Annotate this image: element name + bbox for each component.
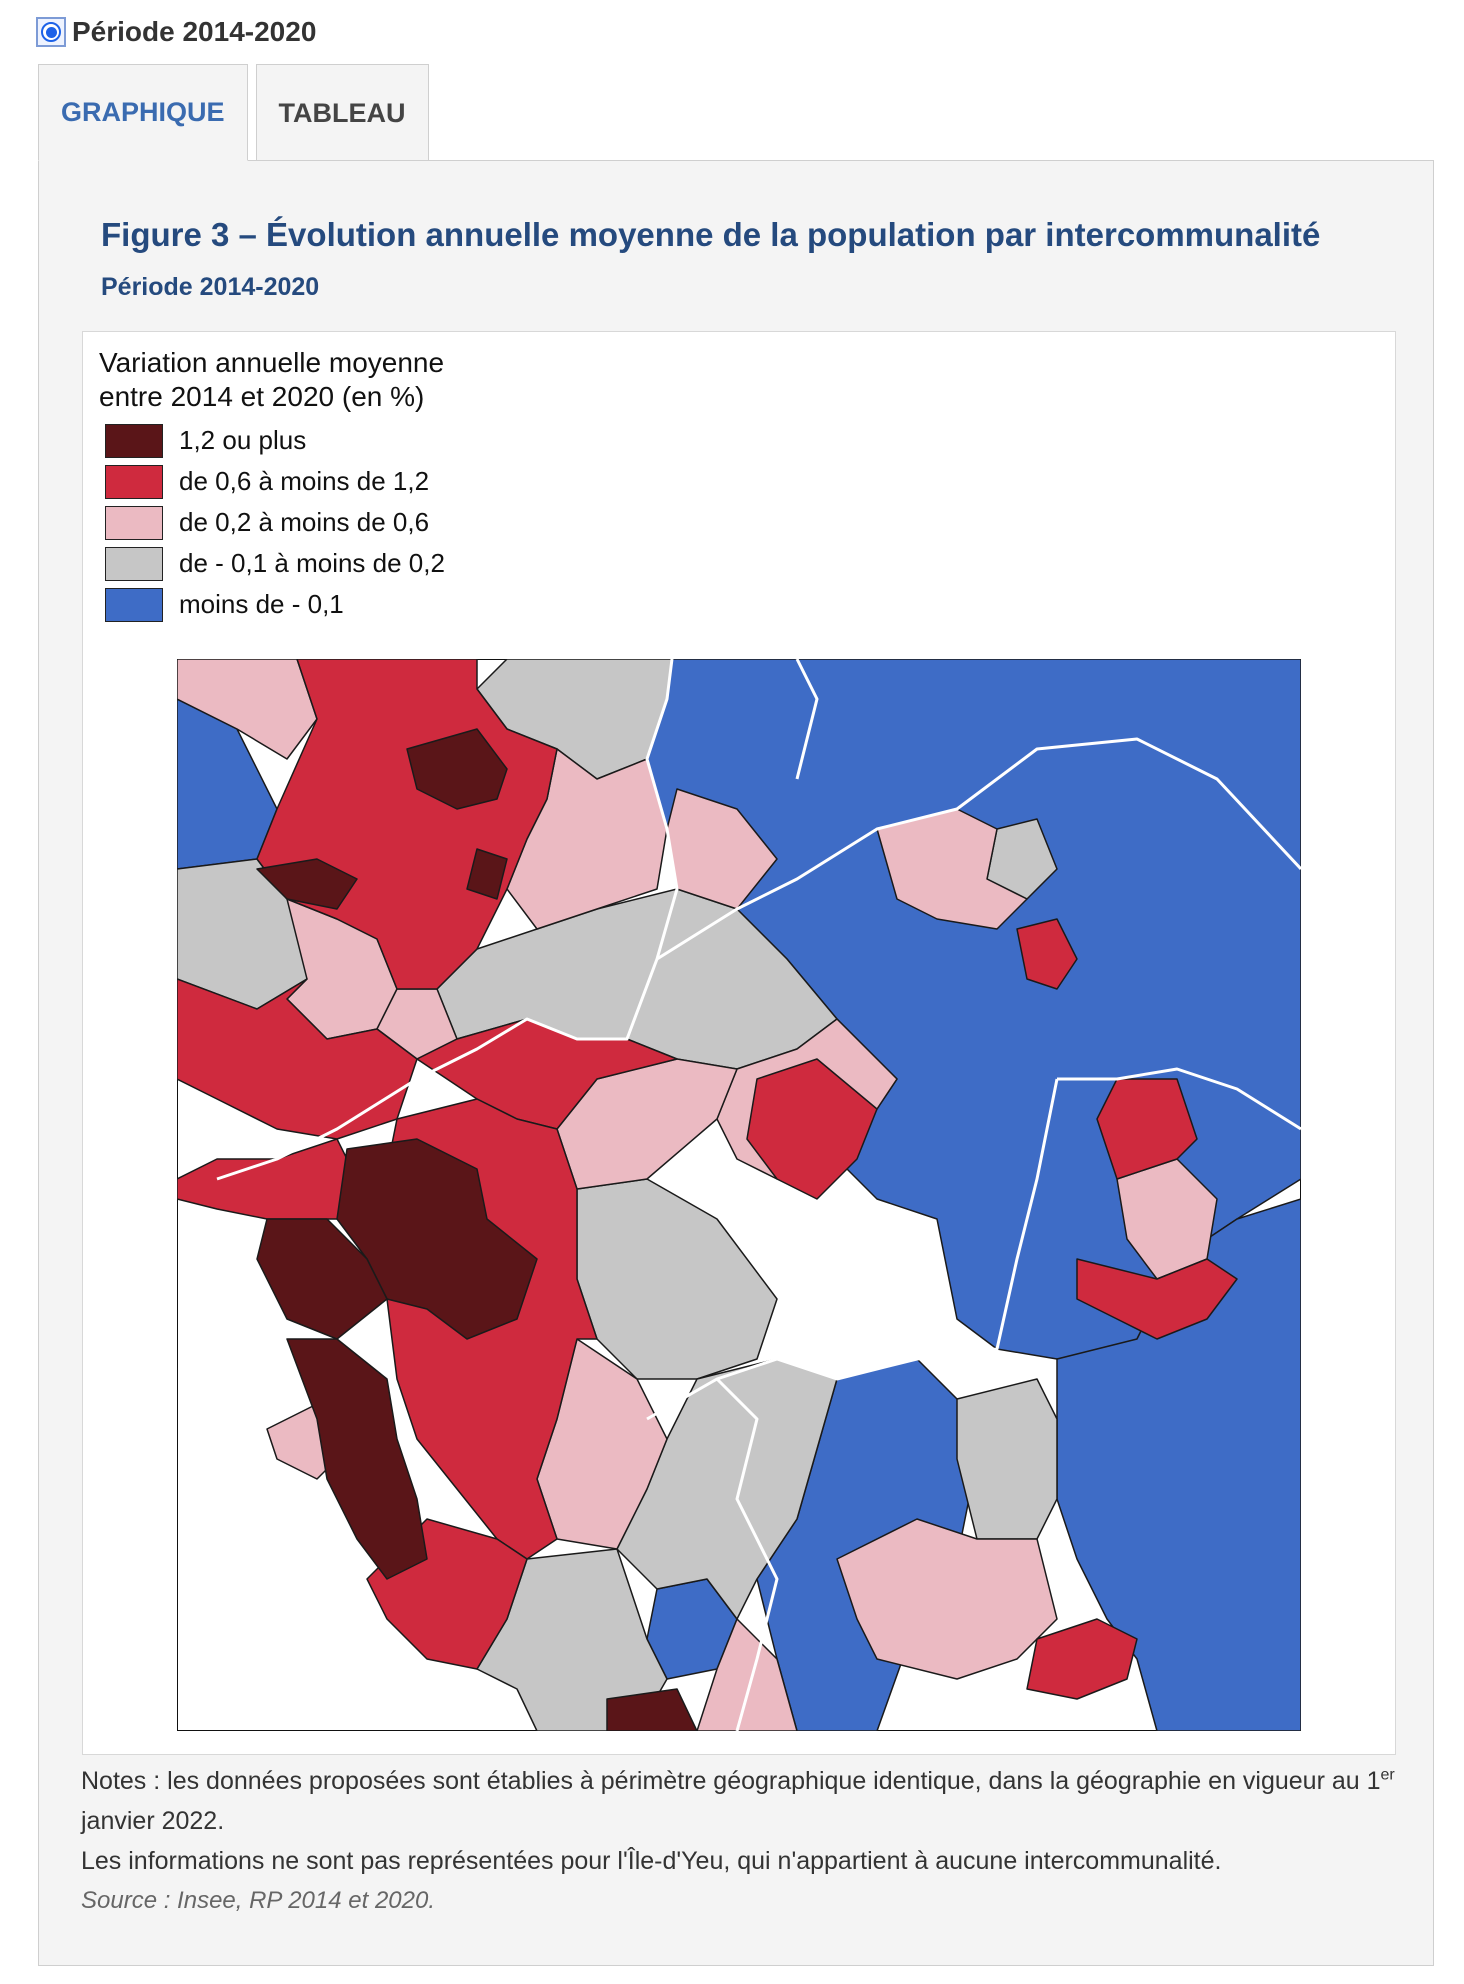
choropleth-map (177, 659, 1301, 1731)
region-maroon-north (406, 728, 508, 810)
legend-item: moins de - 0,1 (105, 584, 445, 625)
legend-label: de 0,6 à moins de 1,2 (179, 466, 430, 496)
boundary-line (216, 659, 679, 1181)
tab-panel: Figure 3 – Évolution annuelle moyenne de… (38, 160, 1434, 1966)
region-red-east (1096, 1078, 1198, 1180)
region-maroon-south (286, 1338, 428, 1580)
period-radio[interactable]: Période 2014-2020 (36, 12, 316, 52)
legend-swatch (105, 587, 163, 622)
region-pink-northwest (177, 659, 318, 760)
notes-text: Notes : les données proposées sont établ… (81, 1767, 1381, 1795)
legend-item: de 0,6 à moins de 1,2 (105, 461, 445, 502)
map-container: Variation annuelle moyenne entre 2014 et… (82, 331, 1396, 1755)
boundary-line (795, 659, 819, 780)
legend-swatch (105, 505, 163, 540)
region-red-ne (1016, 918, 1078, 990)
notes-line-2: Les informations ne sont pas représentée… (81, 1847, 1222, 1875)
figure-title: Figure 3 – Évolution annuelle moyenne de… (101, 216, 1321, 253)
period-label: Période 2014-2020 (72, 16, 317, 47)
legend-title-line-2: entre 2014 et 2020 (en %) (99, 381, 425, 412)
notes: Notes : les données proposées sont établ… (81, 1761, 1401, 1921)
region-pink-southcenter (696, 1618, 798, 1731)
boundary-line (656, 737, 1301, 961)
legend-swatch (105, 423, 163, 458)
radio-button[interactable] (36, 17, 66, 47)
department-boundaries (216, 659, 1301, 1731)
region-maroon-north3 (466, 848, 508, 900)
region-maroon-bottom (606, 1688, 698, 1731)
source: Source : Insee, RP 2014 et 2020. (81, 1887, 436, 1914)
boundary-line (715, 1377, 779, 1731)
region-grey-east (956, 1378, 1058, 1540)
legend-label: 1,2 ou plus (179, 425, 307, 455)
figure-subtitle: Période 2014-2020 (101, 273, 320, 301)
region-red-mid (746, 1058, 878, 1200)
radio-outer-ring (41, 22, 61, 42)
legend-title-line-1: Variation annuelle moyenne (99, 347, 445, 378)
region-maroon-center (336, 1138, 538, 1340)
legend-title: Variation annuelle moyenne entre 2014 et… (99, 346, 444, 414)
legend-item: de - 0,1 à moins de 0,2 (105, 543, 445, 584)
legend-label: de - 0,1 à moins de 0,2 (179, 548, 445, 578)
legend-label: de 0,2 à moins de 0,6 (179, 507, 430, 537)
legend-item: 1,2 ou plus (105, 420, 445, 461)
tab-graphique[interactable]: GRAPHIQUE (38, 64, 248, 161)
tab-tableau[interactable]: TABLEAU (255, 64, 429, 161)
radio-selected-dot (45, 26, 57, 38)
boundary-line (646, 1078, 1059, 1421)
region-red-south3 (1026, 1618, 1138, 1700)
legend-label: moins de - 0,1 (179, 589, 344, 619)
legend: 1,2 ou plus de 0,6 à moins de 1,2 de 0,2… (105, 420, 445, 625)
boundary-line (1057, 1067, 1301, 1131)
region-pink-ne (876, 808, 1028, 930)
notes-sup: er (1380, 1766, 1395, 1784)
notes-line-1: Notes : les données proposées sont établ… (81, 1761, 1401, 1841)
legend-swatch (105, 546, 163, 581)
region-red-east2 (1076, 1258, 1238, 1340)
tab-bar: GRAPHIQUE TABLEAU (38, 64, 437, 161)
notes-text-end: janvier 2022. (81, 1807, 225, 1835)
legend-swatch (105, 464, 163, 499)
region-maroon-north2 (256, 858, 358, 910)
region-maroon-coast (256, 1218, 388, 1340)
legend-item: de 0,2 à moins de 0,6 (105, 502, 445, 543)
